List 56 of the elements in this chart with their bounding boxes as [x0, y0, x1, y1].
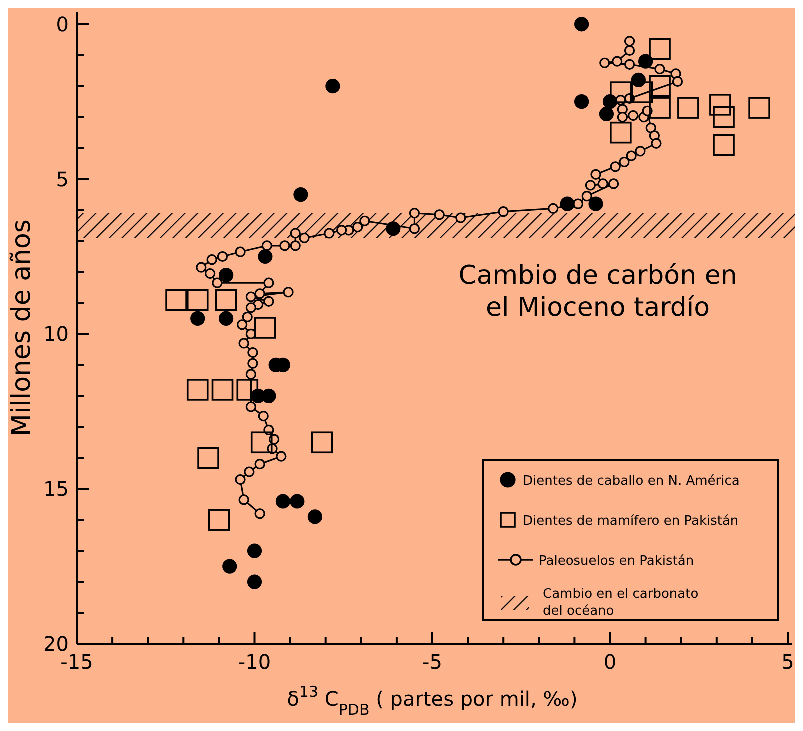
point [574, 94, 590, 110]
x-tick-label: -5 [422, 650, 442, 674]
point [308, 510, 322, 524]
legend-label: Dientes de caballo en N. América [523, 474, 740, 489]
point [198, 447, 220, 470]
point [247, 544, 262, 558]
point [186, 379, 209, 401]
y-tick-label: 5 [56, 167, 69, 192]
x-tick-label: 5 [782, 650, 794, 674]
point [254, 317, 276, 339]
point [208, 509, 230, 531]
point [190, 311, 206, 326]
point [186, 289, 209, 312]
point [748, 97, 770, 119]
point [649, 38, 671, 60]
point [713, 134, 735, 156]
legend-label: Paleosuelos en Pakistán [539, 554, 694, 569]
point [710, 94, 732, 116]
point [222, 559, 238, 574]
point [649, 75, 671, 98]
point [311, 432, 334, 454]
point [276, 494, 290, 509]
point [678, 97, 700, 119]
point [212, 379, 234, 401]
point [638, 54, 654, 69]
point [236, 379, 259, 401]
point [219, 268, 234, 283]
point [215, 289, 238, 312]
point [250, 432, 273, 454]
y-tick-label: 0 [56, 12, 69, 36]
x-tick-label: -10 [238, 650, 272, 674]
y-axis-title: Millones de años [7, 220, 37, 436]
x-tick-label: 0 [604, 650, 617, 674]
point [290, 494, 305, 509]
point [560, 196, 575, 212]
point [247, 574, 262, 590]
point [219, 311, 234, 326]
point [294, 187, 308, 202]
y-tick-label: 15 [44, 477, 69, 502]
point [649, 97, 671, 119]
point [631, 82, 654, 104]
point [262, 388, 276, 404]
x-axis-title: δ$^{13}$C$_{PDB}$ ( partes por mil, ‰) [287, 683, 578, 719]
legend-label: Dientes de mamífero en Pakistán [523, 514, 739, 529]
point [588, 196, 604, 212]
annotation: Cambio de carbón en el Mioceno tardío [458, 261, 738, 323]
point [713, 106, 735, 128]
point [610, 122, 632, 144]
point [326, 79, 340, 94]
point [258, 249, 273, 264]
point [166, 289, 188, 312]
point [574, 17, 590, 32]
point [386, 222, 401, 236]
point [599, 106, 614, 122]
y-tick-label: 10 [44, 322, 69, 346]
legend-label: Cambio en el carbonato del océano [543, 587, 699, 619]
